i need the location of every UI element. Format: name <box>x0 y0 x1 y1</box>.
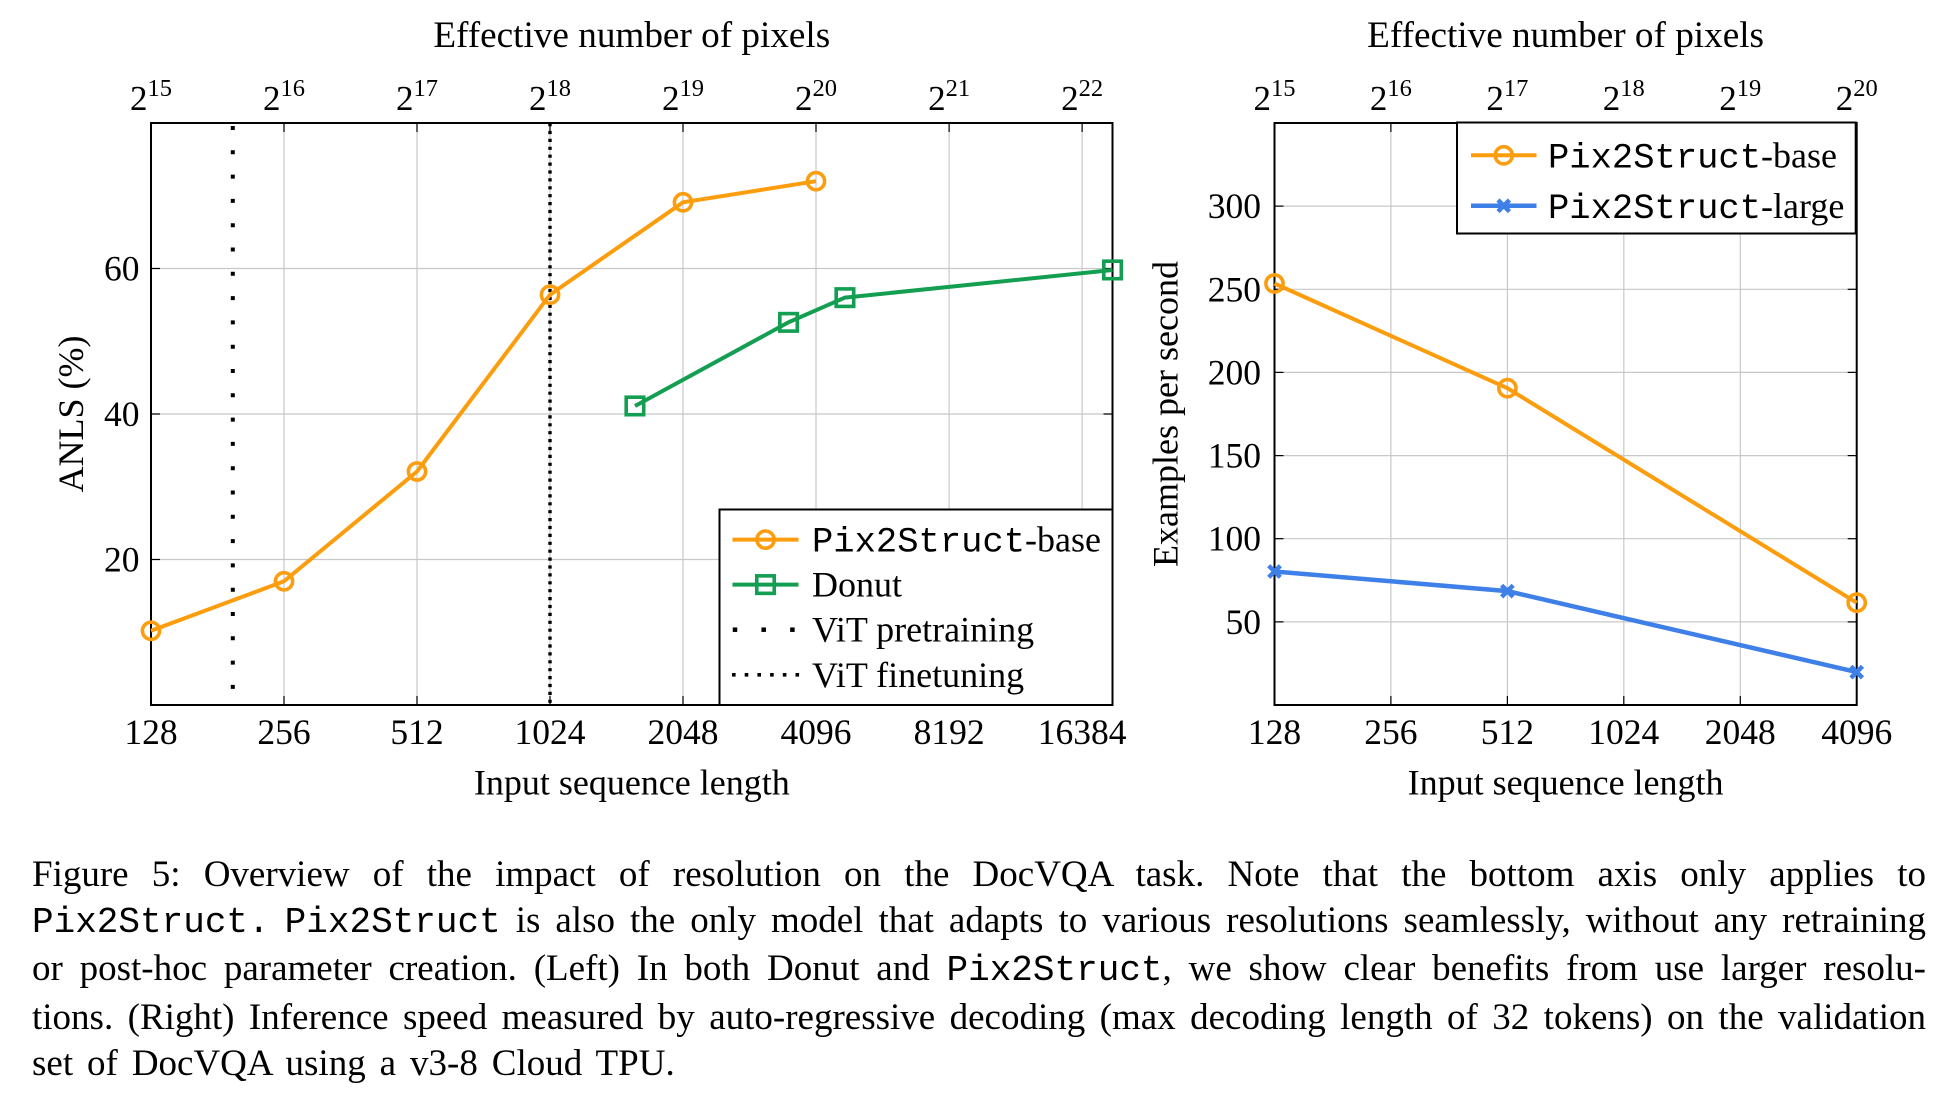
svg-text:Effective number of pixels: Effective number of pixels <box>1367 15 1764 56</box>
svg-text:ViT pretraining: ViT pretraining <box>812 610 1034 650</box>
svg-text:1024: 1024 <box>1588 712 1659 752</box>
svg-text:4096: 4096 <box>781 712 852 752</box>
svg-text:Examples per second: Examples per second <box>1146 261 1186 567</box>
svg-text:60: 60 <box>104 249 140 289</box>
svg-text:218: 218 <box>529 75 571 118</box>
svg-text:219: 219 <box>1719 75 1761 118</box>
svg-text:220: 220 <box>795 75 837 118</box>
svg-text:Effective number of pixels: Effective number of pixels <box>433 15 830 56</box>
svg-text:218: 218 <box>1603 75 1645 118</box>
svg-text:Pix2Struct-base: Pix2Struct-base <box>1548 135 1837 178</box>
svg-text:512: 512 <box>390 712 443 752</box>
svg-text:217: 217 <box>396 75 438 118</box>
svg-text:300: 300 <box>1208 186 1261 226</box>
svg-text:Donut: Donut <box>812 565 902 605</box>
svg-text:Input sequence length: Input sequence length <box>474 763 790 803</box>
svg-text:Pix2Struct-large: Pix2Struct-large <box>1548 186 1844 229</box>
svg-text:16384: 16384 <box>1038 712 1127 752</box>
svg-text:2048: 2048 <box>648 712 719 752</box>
svg-text:4096: 4096 <box>1821 712 1892 752</box>
svg-text:150: 150 <box>1208 436 1261 476</box>
svg-text:221: 221 <box>928 75 970 118</box>
svg-text:250: 250 <box>1208 269 1261 309</box>
svg-text:215: 215 <box>130 75 172 118</box>
svg-text:50: 50 <box>1226 602 1262 642</box>
svg-text:200: 200 <box>1208 352 1261 392</box>
svg-text:1024: 1024 <box>515 712 586 752</box>
svg-text:128: 128 <box>124 712 177 752</box>
svg-text:20: 20 <box>104 540 140 580</box>
svg-text:8192: 8192 <box>914 712 985 752</box>
svg-text:2048: 2048 <box>1705 712 1776 752</box>
svg-text:256: 256 <box>1364 712 1417 752</box>
svg-text:512: 512 <box>1481 712 1534 752</box>
svg-text:128: 128 <box>1248 712 1301 752</box>
svg-text:216: 216 <box>1370 75 1412 118</box>
svg-text:219: 219 <box>662 75 704 118</box>
svg-text:40: 40 <box>104 394 140 434</box>
svg-text:Input sequence length: Input sequence length <box>1408 763 1724 803</box>
svg-text:220: 220 <box>1836 75 1878 118</box>
svg-text:ANLS (%): ANLS (%) <box>51 336 91 493</box>
svg-text:217: 217 <box>1486 75 1528 118</box>
svg-text:215: 215 <box>1254 75 1296 118</box>
svg-text:Pix2Struct-base: Pix2Struct-base <box>812 520 1101 563</box>
svg-text:ViT finetuning: ViT finetuning <box>812 655 1024 695</box>
svg-text:100: 100 <box>1208 519 1261 559</box>
svg-text:222: 222 <box>1061 75 1103 118</box>
svg-text:256: 256 <box>257 712 310 752</box>
svg-text:216: 216 <box>263 75 305 118</box>
